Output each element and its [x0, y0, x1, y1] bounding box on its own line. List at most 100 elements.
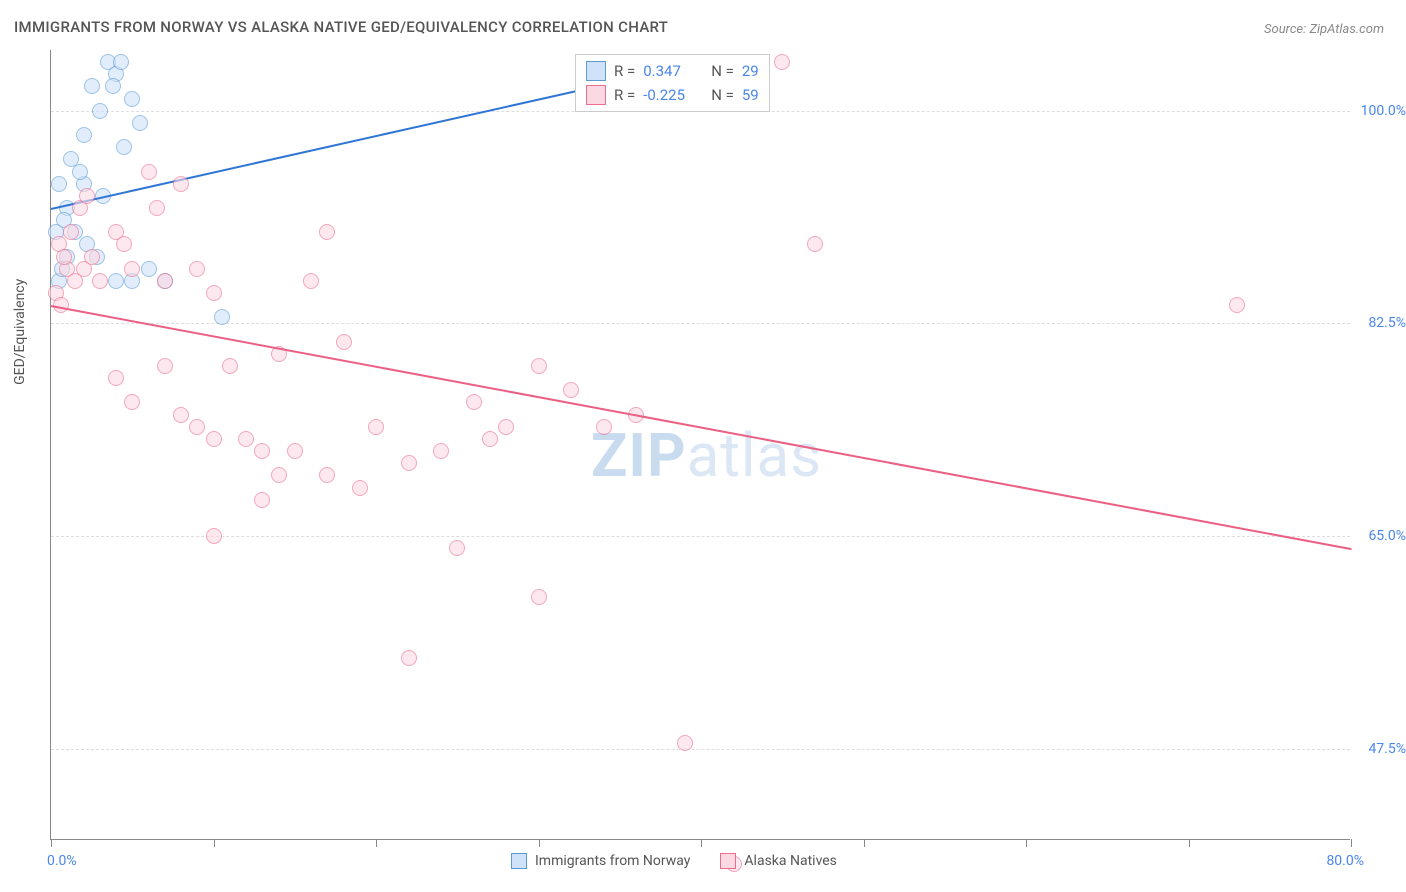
correlation-legend-row: R = -0.225 N = 59 — [586, 83, 759, 107]
n-value: 29 — [742, 62, 759, 80]
data-point-alaska — [563, 382, 579, 398]
y-tick-label: 100.0% — [1361, 103, 1406, 119]
data-point-alaska — [433, 443, 449, 459]
data-point-norway — [84, 78, 100, 94]
data-point-norway — [132, 115, 148, 131]
correlation-legend-row: R = 0.347 N = 29 — [586, 59, 759, 83]
data-point-alaska — [449, 540, 465, 556]
r-label: R = — [614, 62, 635, 80]
data-point-alaska — [319, 467, 335, 483]
data-point-alaska — [596, 419, 612, 435]
x-tick — [214, 839, 215, 847]
data-point-alaska — [124, 261, 140, 277]
data-point-alaska — [189, 261, 205, 277]
data-point-norway — [113, 54, 129, 70]
data-point-norway — [92, 103, 108, 119]
trend-line-alaska — [51, 305, 1351, 550]
data-point-norway — [124, 91, 140, 107]
r-label: R = — [614, 86, 635, 104]
source-prefix: Source: — [1264, 22, 1309, 37]
data-point-alaska — [531, 358, 547, 374]
data-point-alaska — [63, 224, 79, 240]
r-value: 0.347 — [643, 62, 703, 80]
x-tick — [51, 839, 52, 847]
watermark-rest: atlas — [687, 420, 822, 491]
data-point-norway — [105, 78, 121, 94]
data-point-alaska — [79, 188, 95, 204]
y-tick-label: 82.5% — [1368, 315, 1406, 331]
data-point-alaska — [56, 249, 72, 265]
data-point-norway — [116, 139, 132, 155]
gridline — [51, 749, 1350, 750]
data-point-alaska — [287, 443, 303, 459]
x-axis-min-label: 0.0% — [47, 853, 77, 869]
data-point-alaska — [677, 735, 693, 751]
data-point-alaska — [141, 164, 157, 180]
data-point-norway — [141, 261, 157, 277]
data-point-alaska — [466, 394, 482, 410]
data-point-norway — [214, 309, 230, 325]
data-point-alaska — [173, 407, 189, 423]
legend-swatch — [511, 853, 527, 869]
data-point-alaska — [189, 419, 205, 435]
data-point-alaska — [92, 273, 108, 289]
data-point-alaska — [108, 370, 124, 386]
source-name: ZipAtlas.com — [1309, 22, 1384, 37]
r-value: -0.225 — [643, 86, 703, 104]
legend-swatch — [586, 61, 606, 81]
y-tick-label: 65.0% — [1368, 528, 1406, 544]
data-point-alaska — [807, 236, 823, 252]
y-tick-label: 47.5% — [1368, 741, 1406, 757]
data-point-alaska — [303, 273, 319, 289]
data-point-alaska — [116, 236, 132, 252]
data-point-alaska — [368, 419, 384, 435]
data-point-alaska — [157, 358, 173, 374]
plot-area: ZIPatlas 47.5%65.0%82.5%100.0%0.0%80.0%R… — [50, 50, 1350, 840]
data-point-alaska — [124, 394, 140, 410]
data-point-alaska — [531, 589, 547, 605]
chart-title: IMMIGRANTS FROM NORWAY VS ALASKA NATIVE … — [14, 18, 668, 36]
watermark: ZIPatlas — [591, 420, 822, 491]
data-point-alaska — [238, 431, 254, 447]
x-axis-max-label: 80.0% — [1326, 853, 1364, 869]
x-tick — [1351, 839, 1352, 847]
data-point-alaska — [206, 431, 222, 447]
data-point-alaska — [206, 285, 222, 301]
data-point-alaska — [1229, 297, 1245, 313]
x-tick — [376, 839, 377, 847]
series-legend-label: Immigrants from Norway — [535, 853, 690, 869]
data-point-alaska — [157, 273, 173, 289]
y-axis-title: GED/Equivalency — [12, 279, 28, 385]
correlation-legend: R = 0.347 N = 29R = -0.225 N = 59 — [575, 54, 770, 112]
data-point-alaska — [482, 431, 498, 447]
series-legend-item: Immigrants from Norway — [511, 853, 690, 869]
data-point-alaska — [254, 443, 270, 459]
source-attribution: Source: ZipAtlas.com — [1264, 22, 1384, 37]
legend-swatch — [720, 853, 736, 869]
x-tick — [539, 839, 540, 847]
data-point-alaska — [254, 492, 270, 508]
data-point-alaska — [222, 358, 238, 374]
n-label: N = — [711, 62, 734, 80]
data-point-alaska — [84, 249, 100, 265]
data-point-norway — [76, 127, 92, 143]
data-point-alaska — [319, 224, 335, 240]
legend-swatch — [586, 85, 606, 105]
gridline — [51, 536, 1350, 537]
series-legend-label: Alaska Natives — [744, 853, 837, 869]
data-point-norway — [72, 164, 88, 180]
series-legend: Immigrants from Norway Alaska Natives — [511, 853, 837, 869]
data-point-alaska — [336, 334, 352, 350]
data-point-alaska — [173, 176, 189, 192]
data-point-alaska — [271, 467, 287, 483]
n-value: 59 — [742, 86, 759, 104]
x-tick — [1189, 839, 1190, 847]
data-point-alaska — [401, 650, 417, 666]
data-point-norway — [51, 176, 67, 192]
x-tick — [864, 839, 865, 847]
data-point-alaska — [149, 200, 165, 216]
n-label: N = — [711, 86, 734, 104]
data-point-alaska — [352, 480, 368, 496]
data-point-norway — [108, 273, 124, 289]
x-tick — [701, 839, 702, 847]
